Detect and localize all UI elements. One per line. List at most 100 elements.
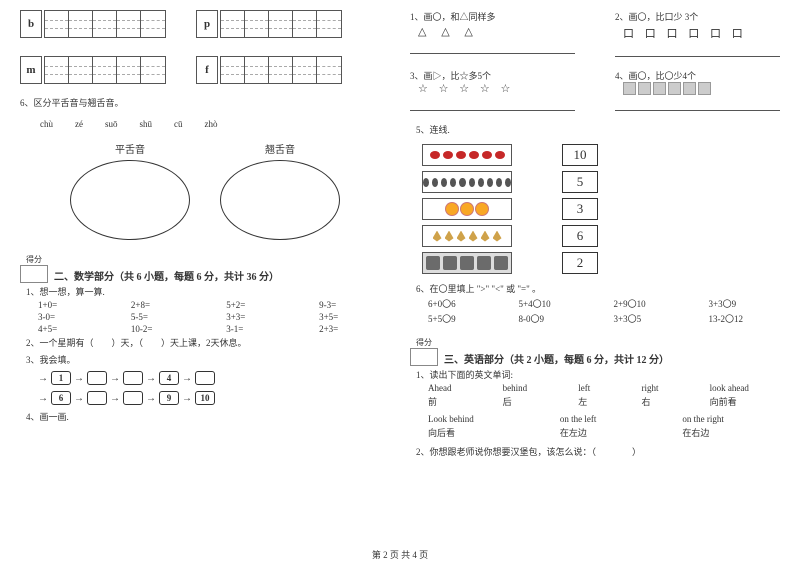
score-box-eng [410,348,438,366]
leaf-icon [457,231,466,242]
pic-faces [422,252,512,274]
eng-header: 得分 三、英语部分（共 2 小题，每题 6 分，共计 12 分） [410,337,780,366]
pic-column [422,144,512,274]
math-header: 得分 二、数学部分（共 6 小题，每题 6 分，共计 36 分） [20,254,390,283]
q-draw-4: 4、画〇，比〇少4个 [615,69,780,111]
bee-icon [487,178,493,187]
calc-11: 3-1= [226,324,297,334]
match-area: 10 5 3 6 2 [422,144,780,274]
score-box-math [20,265,48,283]
dot-icon [430,151,440,159]
comp-3: 2+9〇10 [614,297,683,310]
ellipse-right-shape [220,160,340,240]
face-icon [426,256,440,270]
match-num-6: 6 [562,225,598,247]
grid-b: b [20,10,166,38]
bee-icon [441,178,447,187]
answer-line [410,101,575,111]
eng-p1-en: Look behind [428,414,530,424]
calc-5: 3-0= [38,312,109,322]
calc-8: 3+5= [319,312,390,322]
syl-2: zé [75,119,83,129]
eng-section-title: 三、英语部分（共 2 小题，每题 6 分，共计 12 分） [444,351,669,366]
q5-label: 5、连线. [416,123,780,136]
eng-w3-cn: 左 [578,395,621,408]
sun-icon [476,203,488,215]
comp-7: 3+3〇5 [614,312,683,325]
q-draw-4-shapes [623,82,780,95]
syl-5: cū [174,119,183,129]
sun-icon [446,203,458,215]
tian-grid-f [220,56,342,84]
calc-12: 2+3= [319,324,390,334]
num-column: 10 5 3 6 2 [562,144,598,274]
q6-compare: 6、在〇里填上 ">" "<" 或 "=" 。 [416,282,780,295]
page-footer: 第 2 页 共 4 页 [0,548,800,561]
math-q1: 1、想一想，算一算. [26,285,390,298]
eng-w3-en: left [578,383,621,393]
bell-icon [653,82,666,95]
flow-row-2: → 6 → → → 9 → 10 [38,391,390,405]
flow-1-3 [123,371,143,385]
eng-q2: 2、你想跟老师说你想要汉堡包，该怎么说：（ ） [416,445,780,458]
syl-3: suō [105,119,118,129]
arrow-icon: → [74,393,84,404]
ellipse-left-shape [70,160,190,240]
eng-q1: 1、读出下面的英文单词: [416,368,780,381]
answer-line [615,101,780,111]
answer-line [615,47,780,57]
q-draw-1: 1、画〇，和△同样多 △ △ △ [410,10,575,57]
eng-p2-en: on the left [560,414,653,424]
q-draw-3-shapes: ☆ ☆ ☆ ☆ ☆ [418,82,575,95]
eng-phrases-grid: Look behind on the left on the right 向后看… [428,414,780,439]
q-draw-1-text: 1、画〇，和△同样多 [410,10,575,23]
bee-icon [423,178,429,187]
grid-p: p [196,10,342,38]
grid-f: f [196,56,342,84]
calc-2: 2+8= [131,300,204,310]
dot-icon [443,151,453,159]
dot-icon [482,151,492,159]
draw-row-2: 3、画▷，比☆多5个 ☆ ☆ ☆ ☆ ☆ 4、画〇，比〇少4个 [410,69,780,111]
face-icon [443,256,457,270]
face-icon [477,256,491,270]
answer-line [410,44,575,54]
eng-w5-en: look ahead [710,383,780,393]
eng-w4-en: right [641,383,689,393]
flow-1-5 [195,371,215,385]
comp-6: 8-0〇9 [519,312,588,325]
ellipse-right: 翘舌音 [220,141,340,240]
right-column: 1、画〇，和△同样多 △ △ △ 2、画〇，比口少 3个 口 口 口 口 口 口… [410,10,780,540]
tian-grid-b [44,10,166,38]
left-column: b p m f [20,10,390,540]
eng-w2-en: behind [503,383,559,393]
math-q4: 4、画一画. [26,410,390,423]
math-section-title: 二、数学部分（共 6 小题，每题 6 分，共计 36 分） [54,268,279,283]
letter-m: m [20,56,42,84]
flow-2-2 [87,391,107,405]
eng-words-grid: Ahead behind left right look ahead 前 后 左… [428,383,780,408]
face-icon [494,256,508,270]
calc-7: 3+3= [226,312,297,322]
eng-w1-cn: 前 [428,395,483,408]
syl-6: zhò [205,119,218,129]
q6-label: 6、区分平舌音与翘舌音。 [20,96,390,109]
comp-8: 13-2〇12 [709,312,780,325]
comp-5: 5+5〇9 [428,312,493,325]
q-draw-3-text: 3、画▷，比☆多5个 [410,69,575,82]
leaf-icon [445,231,454,242]
letter-f: f [196,56,218,84]
arrow-icon: → [146,393,156,404]
score-label-eng: 得分 [416,337,432,348]
bee-icon [496,178,502,187]
bee-icon [432,178,438,187]
comp-1: 6+0〇6 [428,297,493,310]
pinyin-grid-row-1: b p [20,10,390,38]
calc-3: 5+2= [226,300,297,310]
calc-10: 10-2= [131,324,204,334]
bell-icon [683,82,696,95]
leaf-icon [469,231,478,242]
pic-leaves [422,225,512,247]
ellipse-row: 平舌音 翘舌音 [20,141,390,240]
flow-2-5: 10 [195,391,215,405]
